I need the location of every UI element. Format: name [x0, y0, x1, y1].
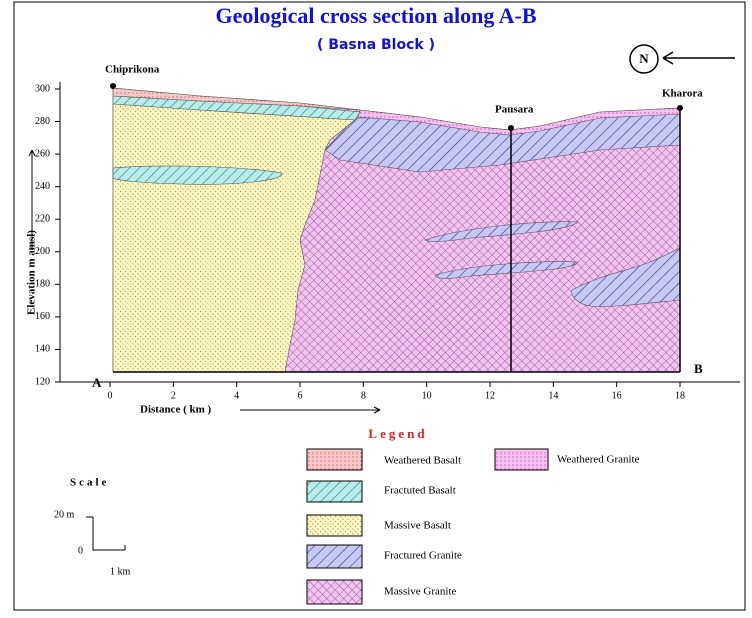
- x-tick-label: 18: [675, 390, 685, 401]
- y-tick-label: 160: [35, 311, 50, 322]
- location-label: Chiprikona: [105, 64, 160, 76]
- y-tick-label: 260: [35, 148, 50, 159]
- title: Geological cross section along A-B: [215, 3, 536, 28]
- legend-label: Weathered Granite: [557, 454, 640, 466]
- location-label: Pausara: [495, 104, 534, 116]
- location-point: [508, 125, 514, 131]
- legend-label: Massive Granite: [384, 586, 457, 598]
- scale-title: Scale: [70, 477, 109, 489]
- location-point: [677, 105, 683, 111]
- subtitle: ( Basna Block ): [317, 37, 435, 53]
- legend-label: Fractured Granite: [384, 550, 462, 562]
- scale-label: 1 km: [110, 566, 131, 577]
- legend-swatch: [307, 515, 362, 536]
- section: [113, 88, 680, 372]
- y-tick-label: 240: [35, 181, 50, 192]
- x-tick-label: 6: [298, 390, 303, 401]
- legend-label: Weathered Basalt: [384, 455, 461, 467]
- legend-title: Legend: [368, 426, 427, 441]
- x-axis-label: Distance ( km ): [140, 404, 212, 416]
- section-end: B: [694, 361, 703, 376]
- x-tick-label: 4: [234, 390, 239, 401]
- x-tick-label: 2: [171, 390, 176, 401]
- scale-bar: [86, 517, 125, 550]
- axis-arrow: [240, 407, 380, 413]
- scale-label: 20 m: [54, 509, 75, 520]
- north-label: N: [639, 51, 649, 66]
- x-tick-label: 8: [361, 390, 366, 401]
- legend-swatch: [495, 449, 548, 470]
- x-tick-label: 0: [108, 390, 113, 401]
- scale-label: 0: [78, 545, 83, 556]
- legend-label: Massive Basalt: [384, 520, 451, 532]
- y-tick-label: 200: [35, 246, 50, 257]
- x-tick-label: 16: [612, 390, 622, 401]
- location-label: Kharora: [662, 88, 703, 100]
- legend-swatch: [307, 545, 362, 568]
- x-tick-label: 12: [485, 390, 495, 401]
- y-tick-label: 120: [35, 376, 50, 387]
- x-tick-label: 14: [548, 390, 558, 401]
- y-tick-label: 280: [35, 116, 50, 127]
- y-tick-label: 180: [35, 279, 50, 290]
- y-tick-label: 300: [35, 83, 50, 94]
- legend-label: Fractuted Basalt: [384, 485, 456, 497]
- legend-swatch: [307, 580, 362, 604]
- location-point: [110, 83, 116, 89]
- y-tick-label: 140: [35, 344, 50, 355]
- y-tick-label: 220: [35, 214, 50, 225]
- x-tick-label: 10: [422, 390, 432, 401]
- north-arrow: [663, 52, 735, 64]
- legend-swatch: [307, 481, 362, 502]
- legend-swatch: [307, 449, 362, 470]
- diagram: Geological cross section along A-B ( Bas…: [0, 0, 752, 613]
